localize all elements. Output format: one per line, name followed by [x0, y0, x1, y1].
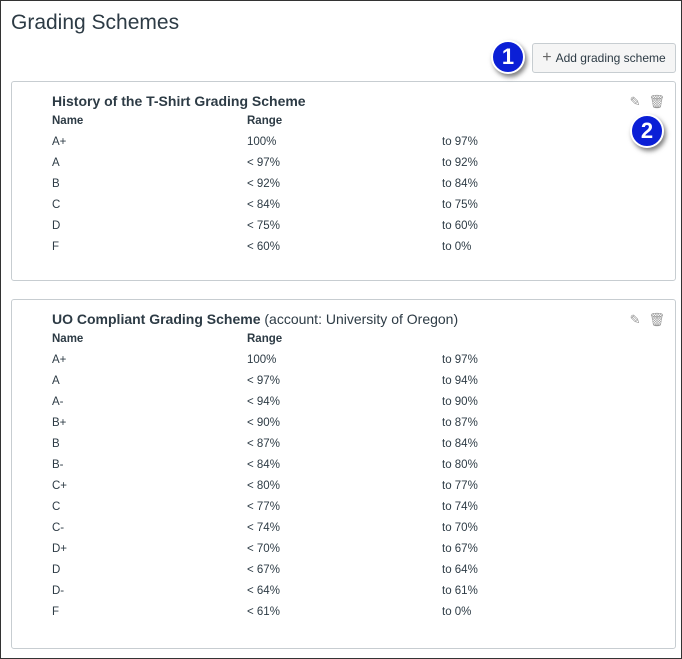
table-header: Name Range	[52, 333, 652, 349]
table-row: A < 97% to 94%	[52, 375, 652, 391]
grade-name: D	[52, 564, 61, 576]
range-lower: to 67%	[442, 543, 478, 555]
scheme-account: (account: University of Oregon)	[264, 311, 459, 327]
table-row: A+ 100% to 97%	[52, 136, 652, 152]
range-lower: to 74%	[442, 501, 478, 513]
grade-name: A	[52, 375, 60, 387]
range-lower: to 97%	[442, 354, 478, 366]
trash-delete-icon[interactable]: 🗑︎	[648, 94, 665, 109]
range-lower: to 84%	[442, 178, 478, 190]
grading-scheme-card: History of the T-Shirt Grading Scheme ✎ 🗑…	[11, 81, 676, 281]
grading-scheme-card: UO Compliant Grading Scheme (account: Un…	[11, 299, 676, 649]
grade-name: F	[52, 606, 60, 618]
range-upper: < 84%	[247, 459, 280, 471]
table-row: C < 84% to 75%	[52, 199, 652, 215]
table-row: D < 75% to 60%	[52, 220, 652, 236]
grade-name: C	[52, 199, 61, 211]
page-title: Grading Schemes	[11, 11, 180, 34]
grade-name: C-	[52, 522, 65, 534]
range-upper: 100%	[247, 136, 277, 148]
table-row: C- < 74% to 70%	[52, 522, 652, 538]
table-row: F < 61% to 0%	[52, 606, 652, 622]
range-lower: to 84%	[442, 438, 478, 450]
trash-delete-icon[interactable]: 🗑︎	[648, 312, 665, 327]
range-lower: to 60%	[442, 220, 478, 232]
range-lower: to 77%	[442, 480, 478, 492]
header-range: Range	[247, 115, 283, 127]
table-header: Name Range	[52, 115, 652, 131]
grade-name: B	[52, 438, 60, 450]
table-row: A < 97% to 92%	[52, 157, 652, 173]
range-upper: < 84%	[247, 199, 280, 211]
table-row: C < 77% to 74%	[52, 501, 652, 517]
table-row: A+ 100% to 97%	[52, 354, 652, 370]
grade-name: A	[52, 157, 60, 169]
scheme-name: History of the T-Shirt Grading Scheme	[52, 93, 306, 109]
table-row: D+ < 70% to 67%	[52, 543, 652, 559]
range-upper: < 70%	[247, 543, 280, 555]
table-row: B- < 84% to 80%	[52, 459, 652, 475]
range-upper: < 61%	[247, 606, 280, 618]
range-lower: to 0%	[442, 606, 472, 618]
table-row: F < 60% to 0%	[52, 241, 652, 257]
scheme-name: UO Compliant Grading Scheme	[52, 311, 261, 327]
range-upper: < 90%	[247, 417, 280, 429]
range-upper: 100%	[247, 354, 277, 366]
pencil-edit-icon[interactable]: ✎	[629, 94, 641, 109]
range-lower: to 75%	[442, 199, 478, 211]
pencil-edit-icon[interactable]: ✎	[629, 312, 641, 327]
range-upper: < 94%	[247, 396, 280, 408]
range-upper: < 77%	[247, 501, 280, 513]
grade-name: D-	[52, 585, 65, 597]
header-range: Range	[247, 333, 283, 345]
range-upper: < 92%	[247, 178, 280, 190]
range-upper: < 64%	[247, 585, 280, 597]
add-button-label: Add grading scheme	[555, 51, 666, 65]
table-row: A- < 94% to 90%	[52, 396, 652, 412]
range-upper: < 87%	[247, 438, 280, 450]
grade-name: D	[52, 220, 61, 232]
callout-badge-2: 2	[630, 114, 664, 148]
range-lower: to 64%	[442, 564, 478, 576]
range-lower: to 61%	[442, 585, 478, 597]
table-row: C+ < 80% to 77%	[52, 480, 652, 496]
grade-name: B-	[52, 459, 64, 471]
range-upper: < 74%	[247, 522, 280, 534]
scheme-title: UO Compliant Grading Scheme (account: Un…	[52, 311, 458, 327]
grade-name: C+	[52, 480, 68, 492]
plus-icon: +	[542, 49, 552, 66]
table-row: D- < 64% to 61%	[52, 585, 652, 601]
grade-name: B+	[52, 417, 67, 429]
range-lower: to 0%	[442, 241, 472, 253]
grade-name: C	[52, 501, 61, 513]
grade-name: D+	[52, 543, 68, 555]
grade-name: F	[52, 241, 60, 253]
grade-name: A-	[52, 396, 64, 408]
grade-name: A+	[52, 136, 67, 148]
range-lower: to 80%	[442, 459, 478, 471]
range-lower: to 97%	[442, 136, 478, 148]
table-row: B < 87% to 84%	[52, 438, 652, 454]
scheme-title: History of the T-Shirt Grading Scheme	[52, 93, 306, 109]
header-name: Name	[52, 115, 84, 127]
table-row: B+ < 90% to 87%	[52, 417, 652, 433]
range-lower: to 94%	[442, 375, 478, 387]
range-lower: to 70%	[442, 522, 478, 534]
range-lower: to 87%	[442, 417, 478, 429]
grade-name: B	[52, 178, 60, 190]
range-upper: < 75%	[247, 220, 280, 232]
range-lower: to 90%	[442, 396, 478, 408]
range-upper: < 97%	[247, 157, 280, 169]
range-upper: < 80%	[247, 480, 280, 492]
table-row: D < 67% to 64%	[52, 564, 652, 580]
range-upper: < 97%	[247, 375, 280, 387]
table-row: B < 92% to 84%	[52, 178, 652, 194]
range-upper: < 60%	[247, 241, 280, 253]
header-name: Name	[52, 333, 84, 345]
add-grading-scheme-button[interactable]: + Add grading scheme	[532, 43, 676, 73]
grade-name: A+	[52, 354, 67, 366]
range-upper: < 67%	[247, 564, 280, 576]
range-lower: to 92%	[442, 157, 478, 169]
callout-badge-1: 1	[491, 40, 525, 74]
